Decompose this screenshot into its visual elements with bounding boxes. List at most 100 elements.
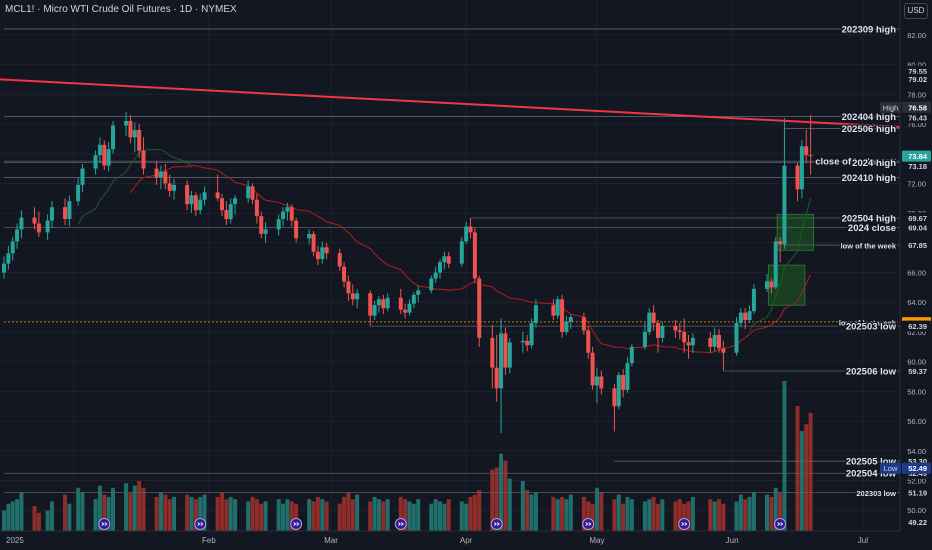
candle-body bbox=[442, 256, 447, 263]
volume-bar bbox=[289, 501, 294, 531]
volume-bar bbox=[446, 499, 451, 531]
candle-body bbox=[285, 207, 290, 212]
price-label: 59.37 bbox=[908, 367, 927, 376]
time-axis-ticks: 2025 Feb Mar Apr May Jun Jul bbox=[6, 536, 868, 545]
candle-body bbox=[490, 337, 495, 368]
candle-body bbox=[381, 299, 386, 309]
volume-bar bbox=[464, 503, 469, 531]
volume-bar bbox=[686, 501, 691, 531]
candle-body bbox=[472, 232, 477, 279]
candle-body bbox=[2, 263, 6, 273]
price-label: 51.19 bbox=[908, 489, 927, 498]
volume-bar bbox=[773, 487, 778, 531]
moving-average-long bbox=[77, 148, 192, 225]
candle-body bbox=[215, 192, 220, 199]
candle-body bbox=[315, 251, 320, 260]
price-label: 69.67 bbox=[908, 214, 927, 223]
candle-body bbox=[411, 294, 416, 304]
candle-body bbox=[254, 199, 259, 217]
candle-body bbox=[647, 312, 652, 332]
candle-body bbox=[93, 155, 98, 169]
price-label: 67.85 bbox=[908, 241, 927, 250]
price-label: 62.39 bbox=[908, 322, 927, 331]
price-tick-label: 66.00 bbox=[907, 269, 926, 278]
price-label: 49.22 bbox=[908, 518, 927, 527]
volume-bar bbox=[555, 499, 560, 531]
price-label: 79.55 bbox=[908, 67, 927, 76]
candle-body bbox=[520, 340, 525, 343]
volume-bar bbox=[586, 501, 591, 531]
candle-body bbox=[765, 281, 769, 289]
candle-body bbox=[172, 184, 177, 191]
volume-bar bbox=[503, 460, 508, 531]
event-icon-glyph bbox=[101, 522, 108, 526]
candle-body bbox=[734, 323, 739, 353]
candle-body bbox=[507, 342, 512, 368]
candle-body bbox=[568, 317, 573, 322]
candle-body bbox=[721, 348, 726, 353]
volume-bar bbox=[459, 501, 464, 531]
volume-bar bbox=[621, 503, 626, 531]
volume-bar bbox=[533, 492, 538, 531]
candles bbox=[2, 112, 813, 433]
candle-body bbox=[36, 223, 41, 233]
price-tick-label: 82.00 bbox=[907, 31, 926, 40]
price-label-bg bbox=[902, 487, 931, 499]
volume-bar bbox=[346, 492, 351, 531]
trendline[interactable] bbox=[0, 78, 901, 128]
candle-body bbox=[167, 183, 172, 191]
candle-body bbox=[19, 217, 24, 230]
volume-bar bbox=[656, 503, 660, 531]
time-tick-label: Jun bbox=[726, 536, 739, 545]
volume-bar bbox=[215, 496, 220, 531]
volume-bar bbox=[19, 492, 24, 531]
time-axis[interactable] bbox=[0, 531, 900, 550]
price-label-bg bbox=[902, 160, 931, 172]
time-tick-label: Apr bbox=[460, 536, 473, 545]
volume-bar bbox=[36, 512, 41, 531]
volume-bar bbox=[32, 506, 37, 531]
candle-body bbox=[499, 333, 504, 389]
price-axis[interactable] bbox=[900, 0, 932, 538]
candle-body bbox=[560, 299, 565, 332]
candle-body bbox=[625, 363, 630, 390]
volume-bar bbox=[10, 501, 15, 531]
volume-bar bbox=[294, 503, 299, 531]
volume-bar bbox=[778, 492, 783, 531]
volume-bar bbox=[769, 496, 774, 531]
price-tick-label: 80.00 bbox=[907, 61, 926, 70]
price-tick-label: 56.00 bbox=[907, 417, 926, 426]
level-label: 202404 high bbox=[842, 112, 897, 123]
moving-average-recent bbox=[749, 198, 812, 332]
candle-body bbox=[690, 337, 695, 346]
candle-body bbox=[656, 323, 660, 338]
candle-body bbox=[651, 312, 656, 324]
candle-body bbox=[355, 293, 360, 300]
volume-bar bbox=[799, 431, 804, 531]
candle-body bbox=[616, 375, 621, 407]
candle-body bbox=[224, 210, 229, 220]
volume-bar bbox=[660, 499, 665, 531]
candle-body bbox=[250, 186, 255, 200]
time-tick-label: 2025 bbox=[6, 536, 24, 545]
currency-button[interactable]: USD bbox=[904, 3, 928, 19]
candle-body bbox=[307, 233, 312, 239]
candle-body bbox=[185, 184, 190, 205]
low-value-bg bbox=[902, 462, 931, 474]
price-label-bg bbox=[902, 320, 931, 332]
volume-bar bbox=[808, 412, 813, 531]
candle-body bbox=[403, 309, 408, 313]
candle-body bbox=[660, 326, 665, 338]
volume-bar bbox=[137, 481, 142, 531]
volume-bar bbox=[765, 494, 769, 531]
price-label: 53.30 bbox=[908, 457, 927, 466]
event-markers bbox=[98, 518, 787, 530]
volume-bar bbox=[477, 490, 482, 531]
current-price-label-bg bbox=[902, 150, 931, 162]
volume-bar bbox=[651, 496, 656, 531]
candle-body bbox=[586, 330, 591, 353]
volume-bar bbox=[416, 499, 421, 531]
volume-bar bbox=[438, 501, 442, 531]
candle-body bbox=[220, 198, 224, 211]
